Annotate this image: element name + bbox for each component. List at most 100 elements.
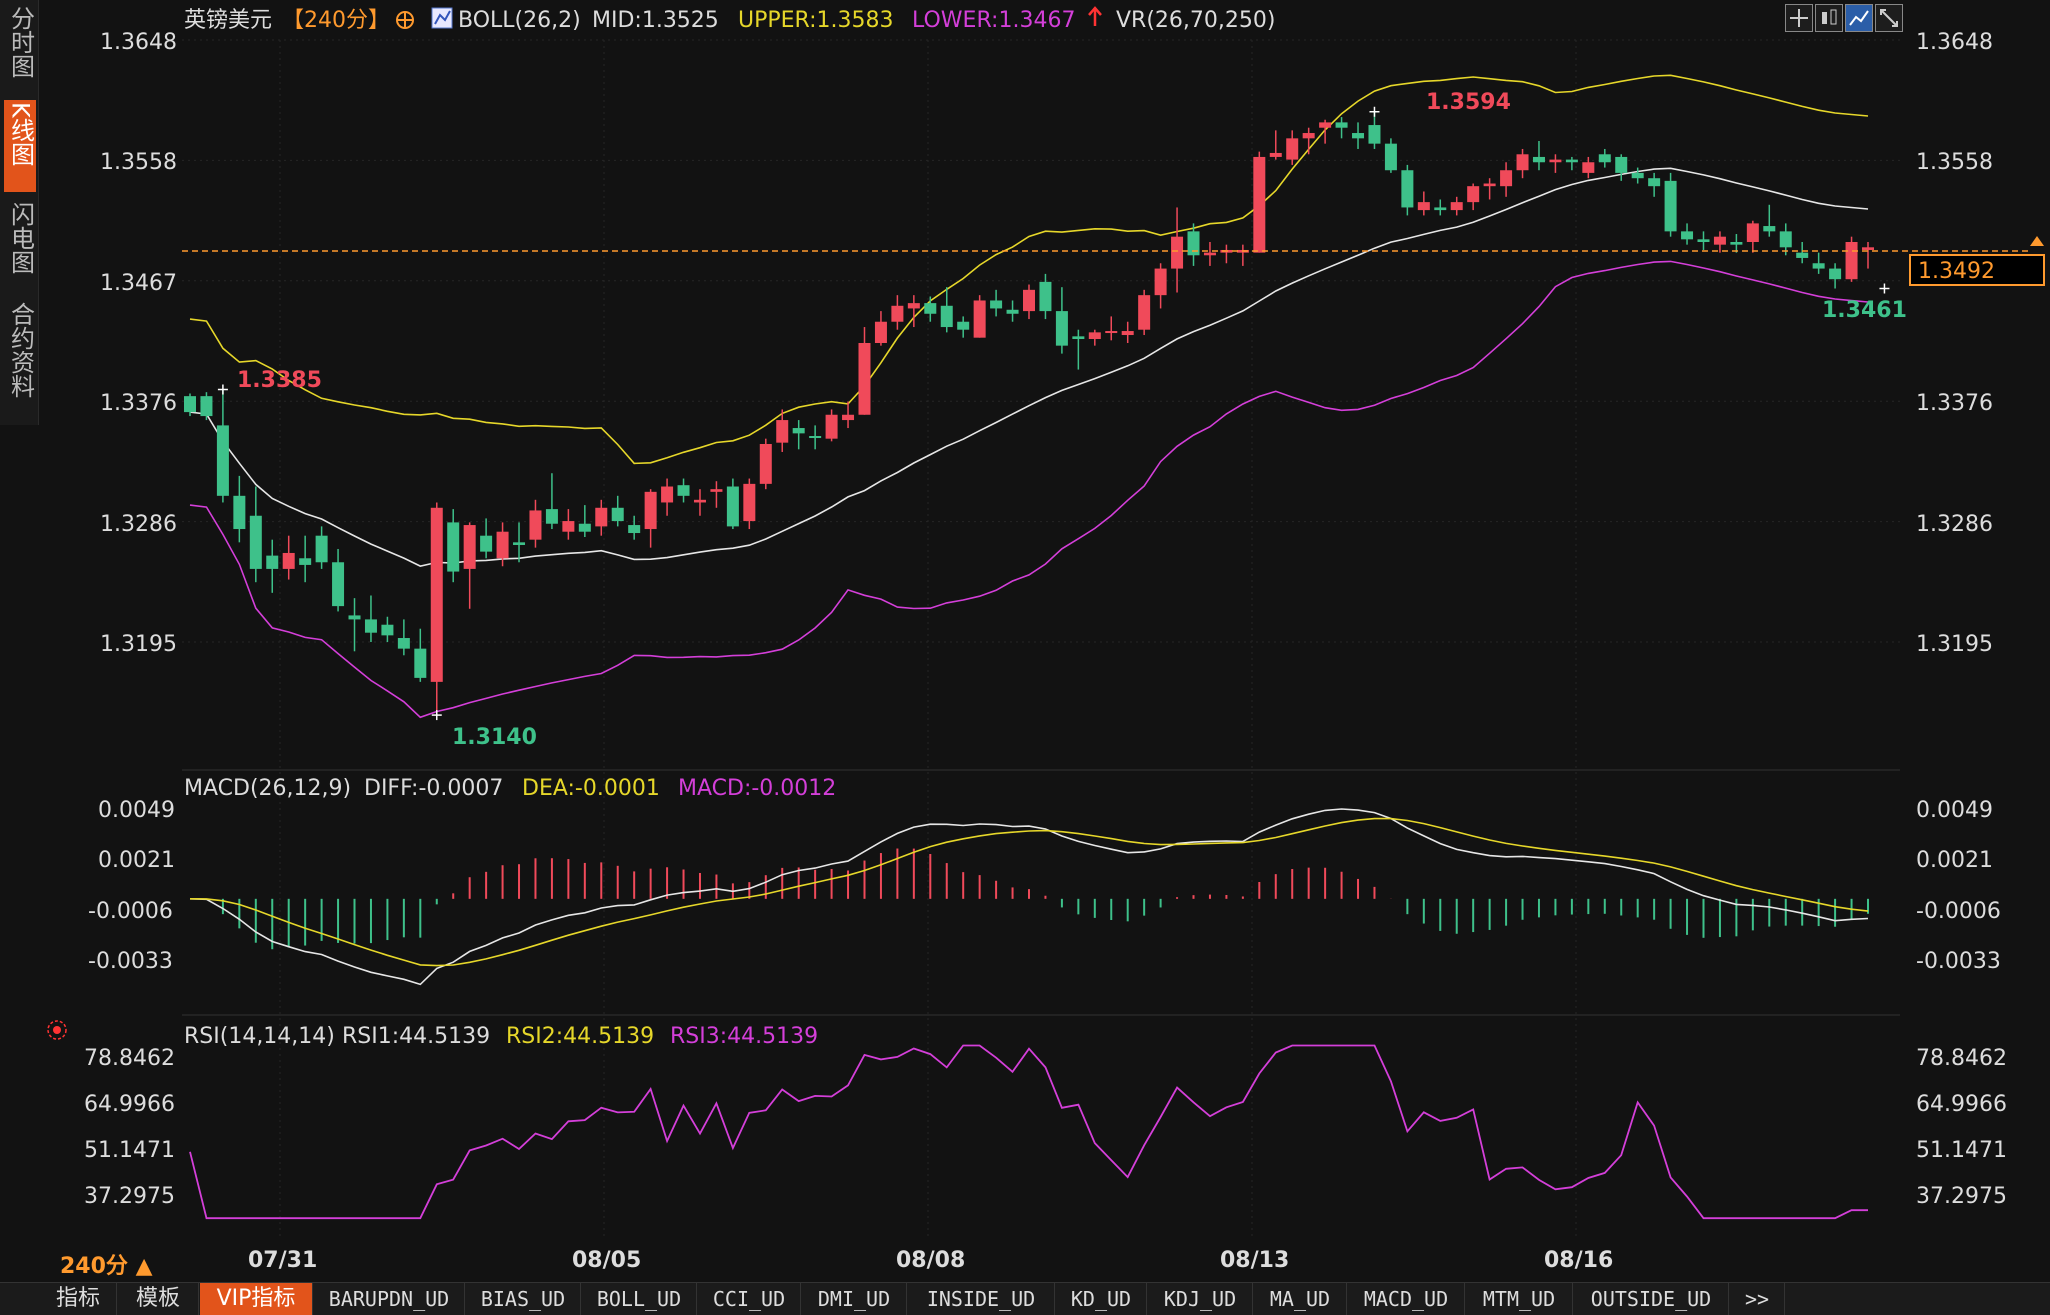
candle-body <box>1088 332 1101 340</box>
candle-body <box>1845 241 1858 280</box>
price-axis-right: 1.3648 1.3558 1.3376 1.3286 1.3195 <box>1916 30 1993 657</box>
date-tick: 08/16 <box>1544 1248 1613 1273</box>
candle-body <box>644 491 657 530</box>
candle-body <box>792 428 805 434</box>
boll-lower-value: LOWER:1.3467 <box>912 8 1075 33</box>
tab-template[interactable]: 模板 <box>118 1283 199 1315</box>
macd-plot <box>189 808 1869 986</box>
macd-tick: -0.0006 <box>88 899 173 924</box>
rsi-axis-right: 78.8462 64.9966 51.1471 37.2975 <box>1916 1046 2007 1209</box>
tab-ma[interactable]: MA_UD <box>1254 1283 1347 1315</box>
rsi-plot <box>189 1044 1868 1220</box>
candle-body <box>1697 239 1710 242</box>
candle-body <box>1368 125 1381 144</box>
sidebar-tab-timeshare[interactable]: 分时图 <box>4 6 36 94</box>
tab-outside[interactable]: OUTSIDE_UD <box>1574 1283 1729 1315</box>
sidebar-tab-contract[interactable]: 合约资料 <box>4 300 36 420</box>
price-tick: 1.3376 <box>1916 391 1993 416</box>
candle-body <box>1023 289 1035 312</box>
grid-lines <box>182 39 1900 1240</box>
price-axis-left: 1.3648 1.3558 1.3467 1.3376 1.3286 1.319… <box>100 30 177 657</box>
macd-diff-value: DIFF:-0.0007 <box>364 776 503 801</box>
tab-inside[interactable]: INSIDE_UD <box>908 1283 1055 1315</box>
candle-body <box>776 420 789 443</box>
tab-barupdn[interactable]: BARUPDN_UD <box>314 1283 465 1315</box>
settings-icon[interactable] <box>396 11 414 29</box>
candle-body <box>1203 252 1216 256</box>
target-icon[interactable] <box>47 1020 67 1040</box>
sidebar-tab-flash[interactable]: 闪电图 <box>4 200 36 292</box>
candle-body <box>1730 241 1743 245</box>
candle-body <box>628 525 641 534</box>
candle-body <box>1681 231 1694 240</box>
period-selector[interactable]: 240分 ▲ <box>60 1254 153 1279</box>
tab-boll[interactable]: BOLL_UD <box>582 1283 697 1315</box>
candle-body <box>1154 268 1167 296</box>
rsi-tick: 51.1471 <box>1916 1138 2007 1163</box>
candle-body <box>529 510 542 540</box>
chart-canvas[interactable]: 英镑美元 【240分】 BOLL(26,2) MID:1.3525 UPPER:… <box>0 0 2050 1282</box>
tab-vip-indicator[interactable]: VIP指标 <box>200 1283 313 1315</box>
candle-body <box>1516 154 1529 171</box>
candle-body <box>480 535 493 552</box>
boll-lower-line <box>189 260 1869 719</box>
candle-body <box>1187 231 1200 256</box>
candle-body <box>1812 263 1825 269</box>
tab-dmi[interactable]: DMI_UD <box>802 1283 907 1315</box>
macd-axis-left: 0.0049 0.0021 -0.0006 -0.0033 <box>88 798 175 974</box>
date-axis: 07/31 08/05 08/08 08/13 08/16 <box>248 1248 1613 1273</box>
boll-indicator-icon[interactable] <box>431 7 453 29</box>
tab-kd[interactable]: KD_UD <box>1056 1283 1147 1315</box>
tab-mtm[interactable]: MTM_UD <box>1466 1283 1573 1315</box>
tab-bias[interactable]: BIAS_UD <box>466 1283 581 1315</box>
candle-body <box>315 535 328 563</box>
tab-indicator[interactable]: 指标 <box>40 1283 117 1315</box>
candle-body <box>710 489 723 492</box>
candle-body <box>1384 143 1397 171</box>
candle-icon[interactable] <box>1815 4 1843 32</box>
price-marker-icon <box>2030 236 2044 246</box>
candle-body <box>1796 252 1809 258</box>
candle-body <box>1335 122 1348 128</box>
price-tick: 1.3648 <box>1916 30 1993 55</box>
candle-body <box>874 321 887 343</box>
candle-body <box>1401 170 1414 208</box>
price-tick: 1.3648 <box>100 30 177 55</box>
candle-body <box>414 648 427 678</box>
tab-kdj[interactable]: KDJ_UD <box>1148 1283 1253 1315</box>
boll-upper-line <box>189 74 1869 465</box>
tab-macd[interactable]: MACD_UD <box>1348 1283 1465 1315</box>
candle-body <box>545 509 558 524</box>
candle-body <box>693 499 706 503</box>
macd-tick: 0.0021 <box>98 848 175 873</box>
rsi-tick: 37.2975 <box>84 1184 175 1209</box>
macd-tick: -0.0006 <box>1916 899 2001 924</box>
candle-body <box>381 624 394 636</box>
candle-body <box>1450 202 1463 211</box>
candle-body <box>611 507 624 522</box>
crosshair-icon[interactable] <box>1785 4 1813 32</box>
fullscreen-icon[interactable] <box>1875 4 1903 32</box>
rsi3-value: RSI3:44.5139 <box>670 1024 818 1049</box>
tab-cci[interactable]: CCI_UD <box>698 1283 801 1315</box>
candle-body <box>726 486 739 527</box>
line-chart-icon[interactable] <box>1845 4 1873 32</box>
macd-tick: 0.0049 <box>1916 798 1993 823</box>
candle-body <box>1862 247 1874 250</box>
candle-body <box>1500 170 1513 187</box>
price-tick: 1.3558 <box>100 150 177 175</box>
candle-body <box>1121 331 1134 336</box>
sidebar-tab-kline[interactable]: K线图 <box>4 100 36 192</box>
rsi-line <box>189 1044 1868 1220</box>
candle-body <box>1269 152 1282 157</box>
candle-body <box>397 638 410 649</box>
arrow-up-icon[interactable] <box>1088 6 1102 26</box>
candle-body <box>595 507 608 527</box>
candle-body <box>973 300 986 338</box>
rsi-tick: 51.1471 <box>84 1138 175 1163</box>
candle-body <box>661 486 674 503</box>
sidebar-tab-label: 闪电图 <box>6 202 35 274</box>
candle-body <box>184 396 196 413</box>
tab-more[interactable]: >> <box>1730 1283 1785 1315</box>
